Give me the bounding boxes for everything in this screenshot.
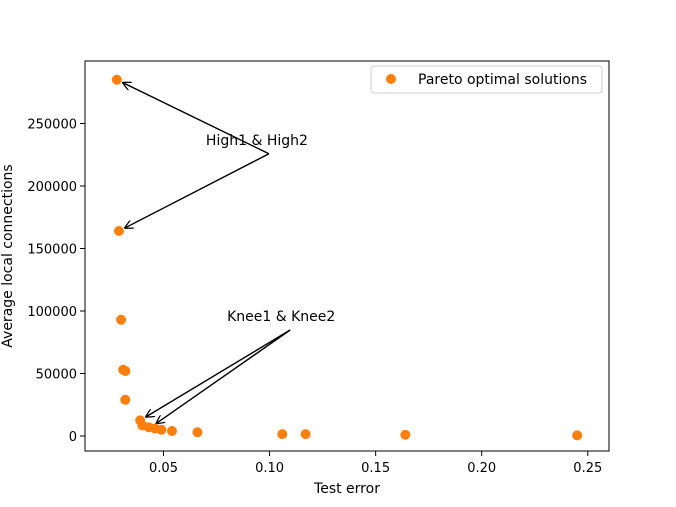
plot-area bbox=[84, 60, 610, 452]
data-point bbox=[116, 314, 127, 325]
data-point bbox=[192, 427, 203, 438]
x-tick-label: 0.25 bbox=[573, 461, 602, 476]
x-tick-label: 0.05 bbox=[149, 461, 178, 476]
data-points bbox=[111, 74, 583, 441]
data-point bbox=[300, 429, 311, 440]
annotation-arrow bbox=[124, 153, 270, 229]
data-point bbox=[572, 430, 583, 441]
data-point bbox=[277, 429, 288, 440]
annotations: High1 & High2 Knee1 & Knee2 bbox=[122, 82, 335, 423]
y-axis: 0 50000 100000 150000 200000 250000 bbox=[27, 118, 85, 445]
data-point bbox=[120, 394, 131, 405]
legend: Pareto optimal solutions bbox=[370, 65, 603, 94]
y-tick-label: 0 bbox=[69, 430, 77, 445]
y-tick-label: 100000 bbox=[27, 305, 77, 320]
data-point bbox=[400, 429, 411, 440]
x-axis-title: Test error bbox=[313, 481, 380, 497]
legend-marker bbox=[386, 74, 396, 84]
annotation-arrow bbox=[122, 82, 270, 155]
x-tick-label: 0.15 bbox=[361, 461, 390, 476]
legend-label: Pareto optimal solutions bbox=[418, 72, 587, 88]
annotation-label: High1 & High2 bbox=[206, 133, 308, 149]
y-axis-title: Average local connections bbox=[0, 164, 16, 347]
y-tick-label: 250000 bbox=[27, 118, 77, 133]
data-point bbox=[120, 366, 131, 376]
data-point bbox=[156, 424, 167, 435]
x-tick-label: 0.20 bbox=[467, 461, 496, 476]
data-point bbox=[166, 426, 177, 436]
data-point bbox=[113, 226, 124, 236]
y-tick-label: 150000 bbox=[27, 243, 77, 258]
x-tick-label: 0.10 bbox=[255, 461, 284, 476]
legend-box bbox=[370, 65, 603, 94]
data-point bbox=[111, 74, 122, 85]
annotation-label: Knee1 & Knee2 bbox=[227, 309, 335, 325]
annotation-arrow bbox=[156, 329, 291, 424]
annotation-arrow bbox=[145, 329, 291, 417]
y-tick-label: 200000 bbox=[27, 180, 77, 195]
x-axis: 0.05 0.10 0.15 0.20 0.25 bbox=[149, 451, 602, 476]
y-tick-label: 50000 bbox=[36, 368, 77, 383]
